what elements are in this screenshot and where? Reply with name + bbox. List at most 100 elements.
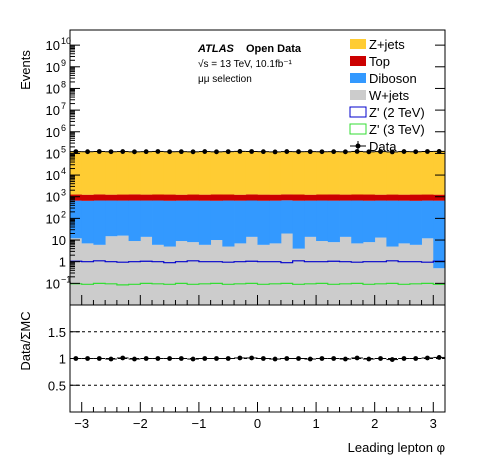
legend: Z+jets Top Diboson W+jets Z' (2 TeV) Z' (3 Te… xyxy=(349,37,425,154)
bar-top-4 xyxy=(116,194,129,201)
bar-top-15 xyxy=(245,194,258,201)
data-point-4 xyxy=(120,149,126,154)
bar-diboson-20 xyxy=(304,200,317,237)
bar-z-jets-23 xyxy=(339,151,352,195)
bar-z-jets-6 xyxy=(140,151,153,195)
x-tick-label-3: 0 xyxy=(254,416,261,431)
bar-w-jets-3 xyxy=(105,236,118,305)
y-tick-exp-top-7: 6 xyxy=(61,123,66,133)
bar-z-jets-22 xyxy=(327,151,340,195)
bar-w-jets-22 xyxy=(327,242,340,305)
bar-diboson-16 xyxy=(257,200,270,245)
data-point-19 xyxy=(296,149,301,155)
bar-diboson-26 xyxy=(374,200,387,238)
x-tick-label-1: −2 xyxy=(133,416,148,431)
bar-z-jets-5 xyxy=(128,151,141,195)
legend-swatch-5 xyxy=(349,123,367,135)
bar-z-jets-27 xyxy=(386,151,399,195)
data-point-2 xyxy=(96,149,102,154)
data-point-21 xyxy=(319,149,325,155)
bar-diboson-28 xyxy=(398,200,411,244)
y-tick-exp-top-8: 7 xyxy=(61,101,66,111)
data-point-13 xyxy=(225,149,231,155)
y-tick-label-top-9: 10 xyxy=(46,81,60,96)
ratio-point-7 xyxy=(155,356,161,361)
bar-w-jets-14 xyxy=(234,243,247,305)
bar-top-1 xyxy=(81,194,94,201)
bar-w-jets-4 xyxy=(116,235,129,305)
bar-top-12 xyxy=(210,194,223,201)
ratio-point-19 xyxy=(296,356,301,361)
y-tick-label-top-4: 10 xyxy=(46,190,60,205)
ratio-point-17 xyxy=(272,356,278,362)
ratio-point-20 xyxy=(307,356,313,362)
bar-z-jets-2 xyxy=(93,151,106,195)
bar-w-jets-6 xyxy=(140,236,153,305)
bar-diboson-1 xyxy=(81,200,94,244)
bar-z-jets-24 xyxy=(351,151,364,195)
bar-z-jets-10 xyxy=(187,151,200,195)
ratio-point-28 xyxy=(401,356,407,361)
y-tick-label-top-0: 10 xyxy=(46,276,60,291)
ratio-point-25 xyxy=(366,356,372,362)
legend-label-1: Top xyxy=(369,54,390,69)
data-point-15 xyxy=(249,149,255,154)
bar-z-jets-9 xyxy=(175,151,188,195)
y-tick-label-bottom-2: 1.5 xyxy=(48,325,66,340)
ratio-point-4 xyxy=(120,355,126,361)
bar-diboson-29 xyxy=(409,200,422,245)
legend-label-3: W+jets xyxy=(369,88,410,103)
bar-w-jets-24 xyxy=(351,243,364,305)
bar-z-jets-28 xyxy=(398,151,411,195)
ratio-point-2 xyxy=(96,356,102,361)
bar-top-5 xyxy=(128,194,141,201)
bar-diboson-21 xyxy=(316,200,329,242)
bar-w-jets-1 xyxy=(81,243,94,305)
data-point-30 xyxy=(425,149,430,154)
ratio-point-22 xyxy=(331,356,337,361)
y-tick-label-top-11: 10 xyxy=(46,38,60,53)
data-point-25 xyxy=(366,149,372,155)
bar-diboson-15 xyxy=(245,200,258,237)
data-point-17 xyxy=(272,149,278,155)
x-tick-label-4: 1 xyxy=(312,416,319,431)
y-axis-title-top: Events xyxy=(18,50,33,90)
bar-top-31 xyxy=(433,194,446,201)
bar-z-jets-15 xyxy=(245,151,258,195)
bar-top-23 xyxy=(339,194,352,201)
bar-diboson-23 xyxy=(339,200,352,237)
bar-top-2 xyxy=(93,194,106,201)
x-axis-title: Leading lepton φ xyxy=(348,440,445,455)
ratio-point-30 xyxy=(425,355,430,361)
bar-top-10 xyxy=(187,194,200,201)
bar-z-jets-30 xyxy=(421,151,434,195)
ratio-point-13 xyxy=(225,356,231,361)
signal-line-z-3-tev- xyxy=(70,282,445,286)
data-point-22 xyxy=(331,149,337,155)
ratio-point-14 xyxy=(237,355,243,361)
y-tick-exp-top-3: 2 xyxy=(61,209,66,219)
bar-diboson-17 xyxy=(269,200,282,244)
bar-diboson-4 xyxy=(116,200,129,236)
data-point-20 xyxy=(307,149,313,155)
bar-z-jets-18 xyxy=(280,151,294,195)
ratio-point-6 xyxy=(143,356,149,361)
ratio-point-23 xyxy=(342,356,348,362)
bar-z-jets-31 xyxy=(433,151,446,195)
bar-top-3 xyxy=(105,194,118,201)
bar-w-jets-8 xyxy=(163,246,176,305)
bar-z-jets-13 xyxy=(222,151,235,195)
y-tick-label-top-6: 10 xyxy=(46,146,60,161)
bar-top-8 xyxy=(163,194,176,201)
bar-w-jets-5 xyxy=(128,241,141,305)
bar-w-jets-20 xyxy=(304,236,317,305)
bar-diboson-19 xyxy=(292,200,305,249)
bar-w-jets-27 xyxy=(386,246,399,305)
energy-label: √s = 13 TeV, 10.1fb⁻¹ xyxy=(198,58,293,70)
bar-w-jets-7 xyxy=(152,244,165,305)
data-point-24 xyxy=(354,149,360,154)
bar-w-jets-30 xyxy=(421,238,434,305)
bar-z-jets-4 xyxy=(116,151,129,195)
x-tick-label-0: −3 xyxy=(74,416,89,431)
bar-diboson-22 xyxy=(327,200,340,243)
